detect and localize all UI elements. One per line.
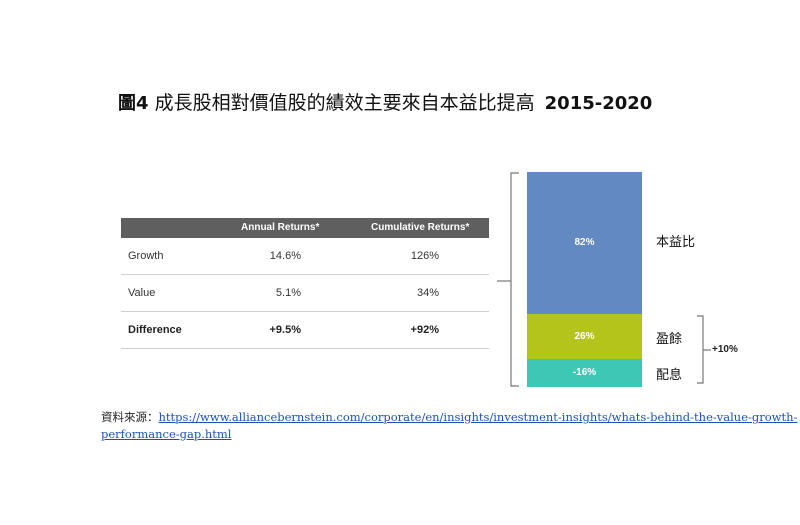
header-annual-returns: Annual Returns* (241, 222, 320, 233)
source-note: 資料來源：https://www.alliancebernstein.com/c… (101, 409, 797, 443)
bar-value-label: -16% (572, 367, 597, 378)
source-label: 資料來源： (101, 410, 159, 424)
group-annotation: +10% (712, 344, 738, 355)
source-link-line1[interactable]: https://www.alliancebernstein.com/corpor… (158, 410, 798, 424)
left-bracket (510, 172, 519, 387)
category-label-dividend: 配息 (656, 368, 683, 383)
source-link-line2[interactable]: performance-gap.html (101, 427, 232, 441)
table-header: Annual Returns* Cumulative Returns* (121, 218, 489, 238)
row-cumulative: 34% (416, 287, 439, 299)
row-annual: 5.1% (275, 287, 301, 299)
right-bracket (697, 315, 704, 384)
row-annual: 14.6% (269, 250, 301, 262)
header-cumulative-returns: Cumulative Returns* (371, 222, 470, 233)
bar-value-label: 26% (574, 331, 595, 342)
bar-segment-pe: 82% (527, 172, 642, 314)
row-annual: +9.5% (269, 324, 302, 336)
table-row: Difference +9.5% +92% (121, 312, 489, 349)
row-label: Growth (128, 250, 164, 262)
row-label: Difference (128, 324, 182, 336)
table-row: Growth 14.6% 126% (121, 238, 489, 275)
title-text: 成長股相對價值股的績效主要來自本益比提高 (154, 92, 535, 114)
returns-table: Annual Returns* Cumulative Returns* Grow… (121, 218, 489, 349)
row-cumulative: +92% (410, 324, 439, 336)
category-label-earnings: 盈餘 (656, 332, 683, 347)
table-row: Value 5.1% 34% (121, 275, 489, 312)
category-label-pe: 本益比 (656, 235, 696, 250)
row-cumulative: 126% (410, 250, 439, 262)
row-label: Value (128, 287, 156, 299)
bar-value-label: 82% (574, 237, 595, 248)
bar-segment-earnings: 26% (527, 314, 642, 359)
title-years: 2015-2020 (544, 93, 653, 114)
bar-segment-dividend: -16% (527, 359, 642, 387)
title-prefix: 圖4 (118, 93, 149, 114)
chart-title: 圖4 成長股相對價值股的績效主要來自本益比提高 2015-2020 (118, 88, 652, 115)
